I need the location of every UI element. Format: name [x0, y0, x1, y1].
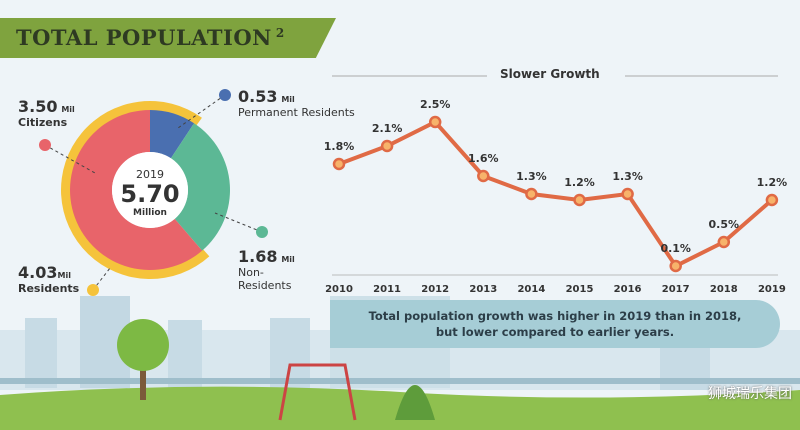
data-label: 1.2%	[757, 176, 788, 189]
data-point	[621, 187, 634, 201]
data-point	[669, 259, 682, 273]
series-line	[338, 119, 774, 269]
population-donut-chart	[39, 89, 268, 296]
data-label: 0.5%	[709, 218, 740, 231]
donut-year: 2019	[136, 168, 164, 181]
x-tick-label: 2016	[614, 284, 642, 295]
leader-dot	[219, 89, 231, 101]
data-point	[573, 193, 586, 207]
data-label: 2.5%	[420, 98, 451, 111]
data-point	[477, 169, 490, 183]
data-label: 1.3%	[516, 170, 547, 183]
x-tick-label: 2011	[373, 284, 401, 295]
data-label: 1.3%	[612, 170, 643, 183]
data-point	[525, 187, 538, 201]
donut-slice-permanent-residents	[150, 110, 195, 159]
watermark: 狮城瑞乐集团	[708, 386, 792, 402]
caption-line-1: Total population growth was higher in 20…	[368, 309, 742, 323]
donut-center: 2019 5.70 Million	[110, 168, 190, 220]
leader-dot	[256, 226, 268, 238]
data-point	[428, 115, 442, 129]
donut-hole	[112, 152, 188, 228]
data-point	[332, 157, 346, 171]
title-banner: TOTAL POPULATION 2	[0, 18, 336, 58]
x-tick-label: 2017	[662, 284, 690, 295]
x-tick-label: 2012	[421, 284, 449, 295]
pr-label: 0.53 Mil Permanent Residents	[238, 87, 355, 120]
data-label: 1.2%	[564, 176, 595, 189]
residents-label: 4.03Mil Residents	[18, 263, 80, 296]
donut-total: 5.70	[120, 180, 180, 208]
chart-title: Slower Growth	[500, 67, 600, 81]
leader-line	[214, 212, 263, 233]
leader-dot	[39, 139, 51, 151]
data-label: 0.1%	[660, 242, 691, 255]
x-tick-label: 2018	[710, 284, 738, 295]
x-tick-label: 2010	[325, 284, 353, 295]
x-tick-label: 2015	[566, 284, 594, 295]
data-point	[717, 235, 731, 249]
x-tick-label: 2019	[758, 284, 786, 295]
donut-unit: Million	[133, 208, 167, 218]
caption-box: Total population growth was higher in 20…	[330, 300, 780, 348]
page-title: TOTAL POPULATION 2	[16, 25, 285, 50]
x-tick-label: 2014	[517, 284, 545, 295]
data-label: 1.8%	[324, 140, 355, 153]
data-point	[380, 139, 394, 153]
data-label: 2.1%	[372, 122, 403, 135]
x-tick-label: 2013	[469, 284, 497, 295]
donut-slice-citizens	[69, 110, 203, 270]
residents-ring	[61, 101, 210, 280]
data-point	[765, 193, 779, 207]
non-residents-label: 1.68 Mil Non-Residents	[238, 247, 295, 293]
citizens-label: 3.50 Mil Citizens	[18, 97, 75, 130]
caption-line-2: but lower compared to earlier years.	[435, 325, 675, 339]
donut-slice-non-residents	[170, 123, 230, 251]
data-label: 1.6%	[468, 152, 499, 165]
leader-line	[92, 267, 111, 291]
leader-dot	[87, 284, 99, 296]
